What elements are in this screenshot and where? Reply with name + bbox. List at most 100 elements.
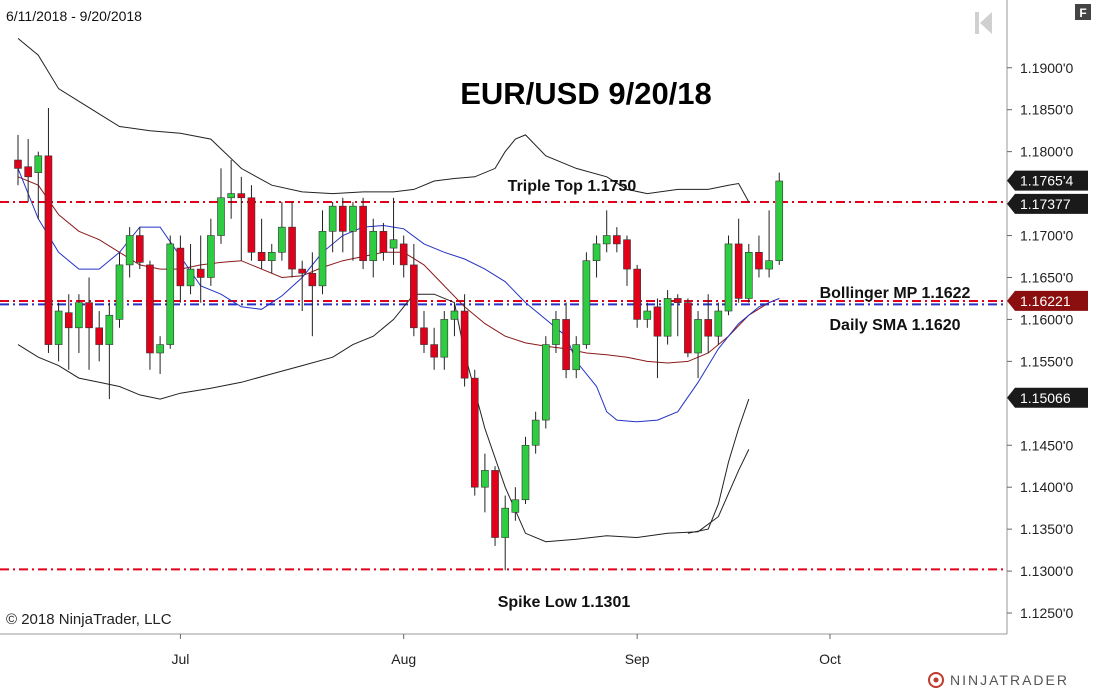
candle-body — [684, 302, 692, 354]
candle — [136, 227, 144, 270]
properties-icon[interactable]: F — [1075, 4, 1091, 20]
candle-body — [511, 499, 520, 513]
candle — [663, 290, 672, 345]
candle-body — [440, 319, 449, 358]
candle — [318, 210, 327, 295]
candle-body — [663, 298, 672, 337]
candle-body — [694, 319, 702, 354]
bollinger-upper-band — [17, 38, 750, 203]
candle-body — [318, 231, 327, 287]
sma-blue-line — [17, 168, 780, 423]
candle — [227, 160, 235, 219]
candle — [734, 218, 743, 303]
candle-body — [64, 312, 73, 329]
candle-body — [470, 377, 479, 488]
price-tag-label: 1.15066 — [1020, 390, 1071, 406]
candle-body — [562, 319, 570, 371]
candle-body — [531, 419, 540, 446]
candle-body — [125, 235, 134, 266]
candle-body — [14, 159, 22, 169]
ninjatrader-logo: NINJATRADER — [928, 672, 1067, 688]
candle-body — [602, 235, 611, 245]
candle — [115, 252, 124, 328]
candle — [176, 235, 185, 303]
candle — [44, 108, 53, 353]
candle — [237, 176, 246, 261]
time-tick-label: Jul — [171, 651, 189, 667]
candle-body — [349, 205, 357, 232]
candle-body — [298, 268, 307, 274]
candle-body — [450, 310, 459, 320]
candle — [217, 168, 225, 244]
candle-body — [288, 226, 296, 270]
candle — [765, 210, 773, 278]
candle-body — [75, 302, 83, 329]
bollinger-lower-band-extension — [687, 398, 750, 534]
candle — [156, 336, 164, 374]
candles-layer — [14, 108, 784, 571]
candle — [34, 151, 43, 219]
candle — [146, 260, 154, 370]
price-tag: 1.1765'4 — [1007, 170, 1088, 191]
candle — [105, 302, 114, 400]
candle — [95, 311, 103, 362]
candle-body — [501, 507, 510, 538]
candle — [775, 172, 784, 265]
candle — [653, 298, 662, 379]
candle-body — [572, 344, 581, 371]
price-tick-label: 1.1800'0 — [1020, 144, 1073, 160]
candle — [582, 252, 591, 349]
candle-body — [217, 197, 225, 236]
candle — [481, 453, 489, 513]
candle — [643, 302, 652, 328]
price-tick-label: 1.1650'0 — [1020, 269, 1073, 285]
candle-body — [410, 264, 418, 329]
candle — [694, 311, 702, 379]
time-tick-label: Sep — [625, 651, 650, 667]
candle — [196, 235, 205, 303]
candle — [613, 227, 621, 253]
price-tick-label: 1.1250'0 — [1020, 605, 1073, 621]
candle-body — [207, 235, 215, 278]
bollinger-lower-band — [17, 293, 750, 543]
date-range-label: 6/11/2018 - 9/20/2018 — [6, 8, 142, 24]
candle-body — [105, 314, 114, 345]
candle-body — [44, 155, 53, 345]
candle-body — [734, 243, 743, 299]
candle — [430, 327, 438, 370]
candle — [278, 201, 286, 261]
candle — [592, 235, 601, 278]
candle — [85, 277, 93, 370]
candle — [369, 218, 378, 278]
panel-back-icon[interactable] — [975, 12, 992, 34]
candle-body — [744, 252, 753, 299]
price-tick-label: 1.1450'0 — [1020, 437, 1073, 453]
candle-body — [359, 205, 367, 261]
candle — [308, 252, 317, 337]
price-tick-label: 1.1300'0 — [1020, 563, 1073, 579]
candle — [247, 185, 256, 261]
price-tag-shape — [1007, 387, 1088, 408]
price-tag-label: 1.16221 — [1020, 293, 1071, 309]
candle — [399, 235, 408, 278]
candle-body — [673, 298, 682, 303]
price-tick-label: 1.1850'0 — [1020, 102, 1073, 118]
price-tick-label: 1.1350'0 — [1020, 521, 1073, 537]
candle — [602, 210, 611, 253]
price-tag: 1.15066 — [1007, 387, 1088, 408]
candle — [359, 197, 367, 270]
candle-body — [775, 180, 784, 261]
candle — [714, 302, 723, 345]
candle — [125, 227, 134, 278]
chart-title: EUR/USD 9/20/18 — [460, 76, 712, 111]
candle-body — [278, 226, 286, 253]
candle-body — [247, 197, 256, 253]
candle-body — [592, 243, 601, 261]
candle — [531, 411, 540, 454]
grid-layer — [0, 0, 1008, 635]
candle-body — [379, 231, 388, 253]
candle — [541, 336, 550, 429]
candle-body — [267, 252, 276, 261]
candle-body — [491, 470, 499, 538]
